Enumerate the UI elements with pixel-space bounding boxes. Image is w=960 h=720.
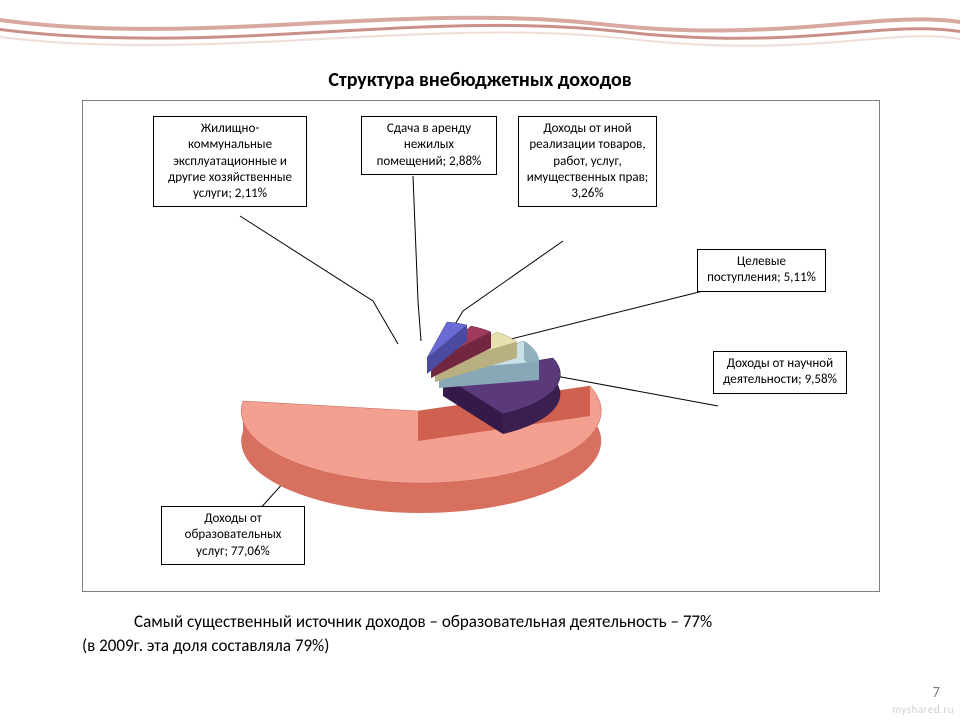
label-targeted: Целевые поступления; 5,11%	[697, 249, 826, 292]
chart-container: Жилищно-коммунальные эксплуатационные и …	[82, 100, 880, 592]
caption: Самый существенный источник доходов – об…	[82, 610, 882, 658]
caption-line2: (в 2009г. эта доля составляла 79%)	[82, 635, 329, 656]
label-other-sales: Доходы от иной реализации товаров, работ…	[518, 116, 657, 207]
page-number: 7	[932, 684, 940, 702]
label-rent: Сдача в аренду нежилых помещений; 2,88%	[361, 116, 497, 175]
header-swoosh	[0, 0, 960, 70]
chart-title: Структура внебюджетных доходов	[0, 68, 960, 92]
label-science: Доходы от научной деятельности; 9,58%	[713, 351, 847, 394]
label-housing: Жилищно-коммунальные эксплуатационные и …	[153, 116, 307, 207]
caption-line1: Самый существенный источник доходов – об…	[134, 611, 712, 632]
watermark: myshared.ru	[892, 703, 954, 716]
label-education: Доходы от образовательных услуг; 77,06%	[161, 506, 305, 565]
